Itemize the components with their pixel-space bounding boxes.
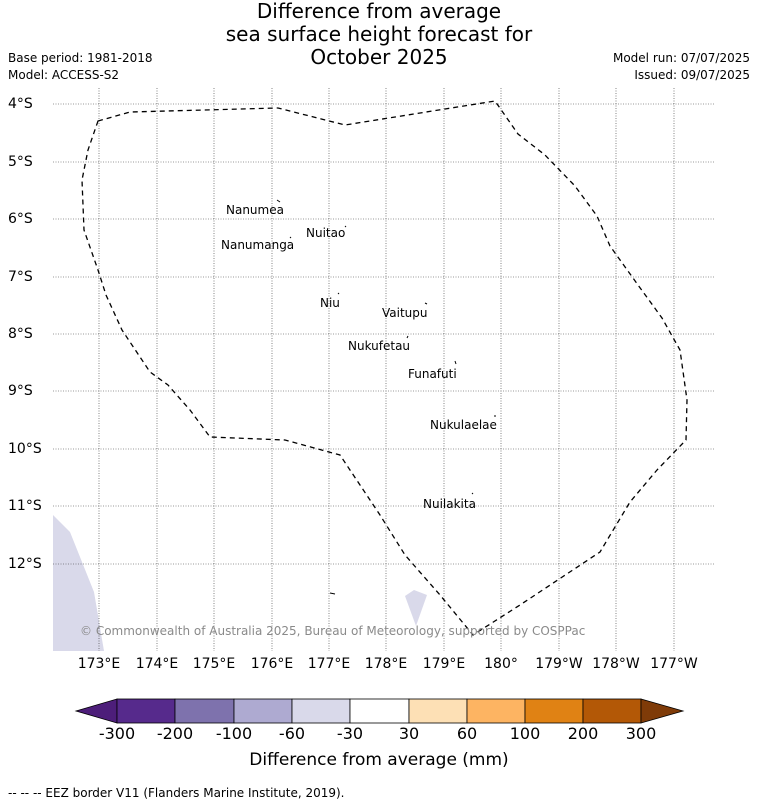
- island-label-nanumanga: Nanumanga: [221, 238, 295, 252]
- lat-label-6s: 6°S: [8, 211, 33, 227]
- lat-label-9s: 9°S: [8, 383, 33, 399]
- colorbar-tick-8: 100: [509, 724, 541, 743]
- latitude-gridlines: [53, 103, 714, 565]
- reef-marker: [329, 592, 336, 595]
- colorbar-tick-1: -300: [98, 724, 136, 743]
- island-label-nukufetau: Nukufetau: [348, 339, 411, 353]
- map-background: [53, 88, 714, 651]
- lon-label-179e: 179°E: [422, 656, 466, 672]
- island-label-nuilakita: Nuilakita: [423, 497, 476, 511]
- lon-label-178e: 178°E: [364, 656, 408, 672]
- nuilakita-marker: [471, 492, 474, 495]
- colorbar-bin-2: [174, 698, 235, 724]
- metadata-right: Model run: 07/07/2025 Issued: 09/07/2025: [613, 50, 750, 84]
- title-line-1: Difference from average: [256, 0, 502, 23]
- colorbar-bin-9: [582, 698, 642, 724]
- nuitao-marker: [344, 225, 347, 228]
- colorbar-tick-7: 60: [456, 724, 478, 743]
- model-run-text: Model run: 07/07/2025: [612, 51, 750, 65]
- colorbar-bin-5: [349, 698, 410, 724]
- colorbar-tick-4: -60: [278, 724, 306, 743]
- lon-label-175e: 175°E: [192, 656, 236, 672]
- colorbar-tick-2: -200: [156, 724, 194, 743]
- island-label-niu: Niu: [320, 296, 340, 310]
- lon-label-180: 180°: [484, 656, 518, 672]
- colorbar-label: Difference from average (mm): [249, 750, 509, 770]
- anomaly-region-west: [53, 515, 104, 651]
- lat-label-7s: 7°S: [8, 269, 33, 285]
- lon-label-177w: 177°W: [650, 656, 698, 672]
- colorbar-bin-1: [116, 698, 176, 724]
- lon-label-177e: 177°E: [307, 656, 351, 672]
- lon-label-173e: 173°E: [77, 656, 121, 672]
- colorbar-bin-7: [466, 698, 526, 724]
- issued-text: Issued: 09/07/2025: [634, 68, 750, 82]
- nanumanga-marker: [289, 236, 292, 239]
- base-period-text: Base period: 1981-2018: [8, 51, 153, 65]
- title-line-3: October 2025: [310, 45, 448, 69]
- colorbar-tick-10: 300: [625, 724, 657, 743]
- model-text: Model: ACCESS-S2: [8, 68, 120, 82]
- island-label-vaitupu: Vaitupu: [382, 306, 428, 320]
- colorbar-extend-low: [74, 698, 118, 724]
- niu-marker: [337, 292, 340, 295]
- colorbar-tick-3: -100: [215, 724, 253, 743]
- funafuti-marker: [454, 360, 457, 365]
- lat-label-5s: 5°S: [8, 154, 33, 170]
- lat-label-10s: 10°S: [8, 441, 42, 457]
- lat-label-12s: 12°S: [8, 556, 42, 572]
- map-title: Difference from average sea surface heig…: [0, 0, 758, 69]
- nukufetau-marker: [406, 335, 409, 339]
- colorbar-bin-4: [291, 698, 351, 724]
- island-label-nuitao: Nuitao: [306, 226, 346, 240]
- colorbar-tick-6: 30: [398, 724, 420, 743]
- copyright-text: © Commonwealth of Australia 2025, Bureau…: [80, 624, 586, 638]
- colorbar-extend-high: [640, 698, 685, 724]
- title-line-2: sea surface height forecast for: [225, 22, 533, 46]
- island-markers: [276, 199, 496, 595]
- lon-label-178w: 178°W: [592, 656, 640, 672]
- colorbar: [74, 698, 685, 724]
- vaitupu-marker: [424, 302, 428, 305]
- lon-label-176e: 176°E: [250, 656, 294, 672]
- colorbar-tick-9: 200: [567, 724, 599, 743]
- lat-label-11s: 11°S: [8, 498, 42, 514]
- nanumea-marker: [276, 199, 281, 203]
- island-label-nukulaelae: Nukulaelae: [430, 418, 497, 432]
- island-label-nanumea: Nanumea: [226, 203, 284, 217]
- metadata-left: Base period: 1981-2018 Model: ACCESS-S2: [8, 50, 153, 84]
- island-label-funafuti: Funafuti: [408, 367, 457, 381]
- anomaly-region-south: [405, 590, 427, 626]
- colorbar-bin-3: [233, 698, 293, 724]
- lat-label-8s: 8°S: [8, 326, 33, 342]
- colorbar-tick-5: -30: [336, 724, 364, 743]
- eez-border: [81, 100, 688, 636]
- lon-label-174e: 174°E: [135, 656, 179, 672]
- eez-footnote: -- -- -- EEZ border V11 (Flanders Marine…: [8, 786, 345, 800]
- colorbar-bin-6: [408, 698, 468, 724]
- colorbar-bin-8: [524, 698, 584, 724]
- lon-label-179w: 179°W: [535, 656, 583, 672]
- lat-label-4s: 4°S: [8, 96, 33, 112]
